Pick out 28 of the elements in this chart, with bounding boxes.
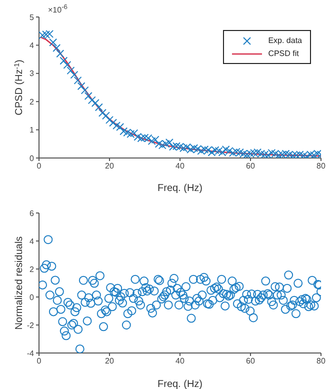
y-tick-label: 2 [30, 97, 35, 106]
x-tick-label: 0 [36, 162, 42, 171]
y-tick-label: 6 [30, 208, 35, 218]
x-tick-label: 80 [316, 356, 326, 366]
y-tick-label: 5 [30, 12, 35, 22]
y-tick-label: -4 [26, 348, 35, 358]
y-tick-label: 4 [30, 236, 35, 246]
x-tick-label: 20 [105, 356, 114, 366]
x-tick-label: 60 [246, 356, 256, 366]
y-tick-label: 4 [30, 41, 35, 50]
x-tick-label: 0 [36, 356, 42, 366]
y-axis-title: Normalized residuals [14, 236, 25, 330]
y-tick-label: -2 [26, 320, 35, 330]
x-tick-label: 20 [105, 162, 114, 171]
y-tick-label: 0 [30, 292, 35, 302]
y-tick-label: 0 [30, 154, 35, 163]
x-tick-label: 80 [316, 162, 326, 171]
x-axis-title: Freq. (Hz) [158, 183, 202, 194]
text: ×10$^{-6}$ [48, 4, 68, 15]
x-tick-label: 40 [176, 162, 185, 171]
y-tick-label: 1 [30, 126, 35, 135]
x-tick-label: 60 [246, 162, 256, 171]
y-tick-label: 3 [30, 69, 35, 78]
x-tick-label: 40 [176, 356, 185, 366]
y-tick-label: 2 [30, 264, 35, 274]
legend-label: Exp. data [268, 36, 302, 45]
x-axis-title: Freq. (Hz) [158, 379, 202, 389]
legend-label: CPSD fit [268, 49, 299, 58]
